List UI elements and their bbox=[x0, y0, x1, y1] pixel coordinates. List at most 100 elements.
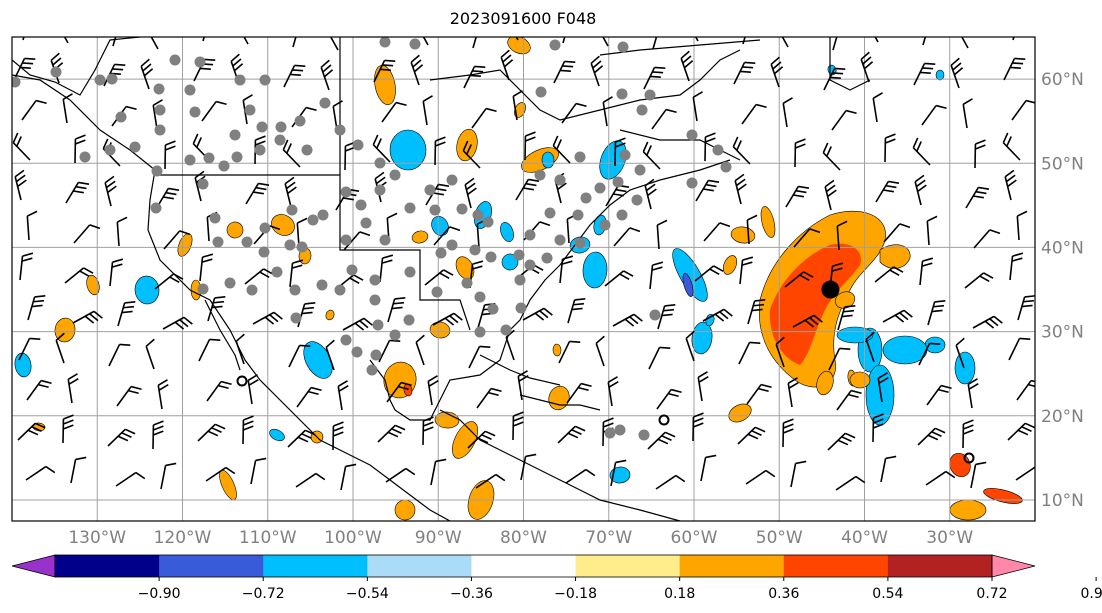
barb-feather bbox=[31, 304, 43, 308]
wind-barb bbox=[553, 60, 576, 84]
wind-barb bbox=[13, 57, 36, 81]
barb-feather bbox=[556, 139, 562, 150]
barb-feather bbox=[945, 470, 956, 479]
barb-feather bbox=[656, 219, 668, 226]
wind-barb bbox=[152, 420, 164, 450]
station-dot bbox=[50, 66, 62, 78]
barb-shaft bbox=[244, 268, 265, 285]
barb-feather bbox=[286, 143, 292, 154]
barb-feather bbox=[300, 20, 311, 27]
barb-feather bbox=[813, 314, 823, 323]
barb-feather bbox=[111, 263, 123, 268]
station-dot bbox=[256, 121, 268, 133]
barb-feather bbox=[296, 217, 308, 224]
station-dot bbox=[94, 74, 106, 86]
barb-shaft bbox=[373, 60, 386, 83]
barb-feather bbox=[883, 189, 894, 193]
barb-shaft bbox=[522, 307, 545, 321]
longitude-label: 40°W bbox=[841, 528, 888, 548]
barb-feather bbox=[885, 138, 896, 144]
colorbar-swatch bbox=[367, 555, 472, 577]
barb-shaft bbox=[152, 105, 158, 130]
barb-shaft bbox=[950, 65, 960, 89]
wind-barb bbox=[824, 179, 837, 211]
barb-feather bbox=[102, 138, 109, 150]
wind-barb bbox=[430, 458, 447, 486]
barb-feather bbox=[400, 381, 412, 387]
barb-feather bbox=[477, 437, 489, 444]
wind-barb bbox=[793, 228, 821, 248]
wind-barb bbox=[475, 473, 506, 489]
wind-barb bbox=[55, 37, 69, 44]
wind-barb bbox=[332, 421, 344, 451]
barb-feather bbox=[836, 220, 848, 227]
barb-feather bbox=[30, 13, 41, 20]
barb-shaft bbox=[785, 186, 800, 208]
wind-barb bbox=[685, 330, 695, 362]
barb-feather bbox=[642, 141, 649, 153]
barb-feather bbox=[528, 178, 540, 182]
wind-barb bbox=[467, 430, 496, 449]
anomaly-blob bbox=[134, 275, 160, 305]
barb-shaft bbox=[477, 304, 486, 329]
anomaly-blob bbox=[882, 335, 928, 365]
barb-feather bbox=[214, 296, 226, 299]
barb-feather bbox=[89, 224, 101, 230]
station-dot bbox=[334, 124, 346, 136]
wind-barb bbox=[289, 259, 304, 288]
station-dot bbox=[106, 73, 118, 85]
barb-shaft bbox=[162, 316, 185, 330]
barb-feather bbox=[912, 137, 919, 149]
station-dot bbox=[271, 266, 283, 278]
barb-feather bbox=[650, 75, 661, 79]
barb-shaft bbox=[385, 467, 407, 483]
station-dot bbox=[154, 124, 166, 136]
barb-feather bbox=[84, 315, 95, 324]
barb-shaft bbox=[108, 344, 121, 367]
barb-feather bbox=[742, 66, 754, 69]
barb-shaft bbox=[566, 383, 582, 404]
barb-shaft bbox=[343, 231, 361, 251]
barb-feather bbox=[629, 316, 639, 325]
barb-feather bbox=[27, 429, 39, 436]
barb-feather bbox=[301, 433, 312, 439]
station-dot bbox=[456, 203, 468, 215]
barb-feather bbox=[389, 339, 401, 343]
barb-feather bbox=[889, 269, 900, 276]
anomaly-blob bbox=[954, 351, 976, 385]
barb-feather bbox=[474, 65, 486, 69]
barb-shaft bbox=[656, 389, 672, 410]
wind-barb bbox=[282, 139, 301, 168]
barb-feather bbox=[255, 140, 266, 146]
barb-feather bbox=[843, 309, 855, 313]
barb-shaft bbox=[1004, 176, 1012, 201]
barb-shaft bbox=[612, 313, 635, 327]
barb-feather bbox=[1016, 210, 1028, 217]
wind-barb bbox=[201, 100, 227, 122]
barb-feather bbox=[125, 105, 137, 111]
barb-shaft bbox=[154, 273, 175, 290]
barb-feather bbox=[464, 177, 475, 186]
barb-shaft bbox=[919, 261, 924, 286]
station-dot bbox=[485, 251, 497, 263]
station-dot bbox=[259, 74, 271, 86]
coastline-segment bbox=[369, 159, 731, 421]
barb-feather bbox=[372, 134, 379, 146]
barb-shaft bbox=[567, 299, 576, 324]
barb-feather bbox=[567, 432, 579, 439]
barb-feather bbox=[173, 273, 184, 280]
barb-feather bbox=[165, 462, 177, 467]
coastline-segment bbox=[479, 354, 561, 386]
barb-feather bbox=[513, 416, 524, 422]
calm-wind-circle bbox=[658, 414, 670, 426]
barb-feather bbox=[192, 133, 199, 145]
wind-barb bbox=[922, 37, 931, 46]
barb-shaft bbox=[505, 337, 515, 361]
barb-feather bbox=[714, 313, 725, 322]
station-dot bbox=[115, 111, 127, 123]
barb-shaft bbox=[296, 387, 312, 408]
barb-feather bbox=[935, 104, 947, 110]
wind-barb bbox=[880, 455, 897, 483]
barb-feather bbox=[127, 389, 139, 395]
barb-shaft bbox=[883, 223, 901, 243]
